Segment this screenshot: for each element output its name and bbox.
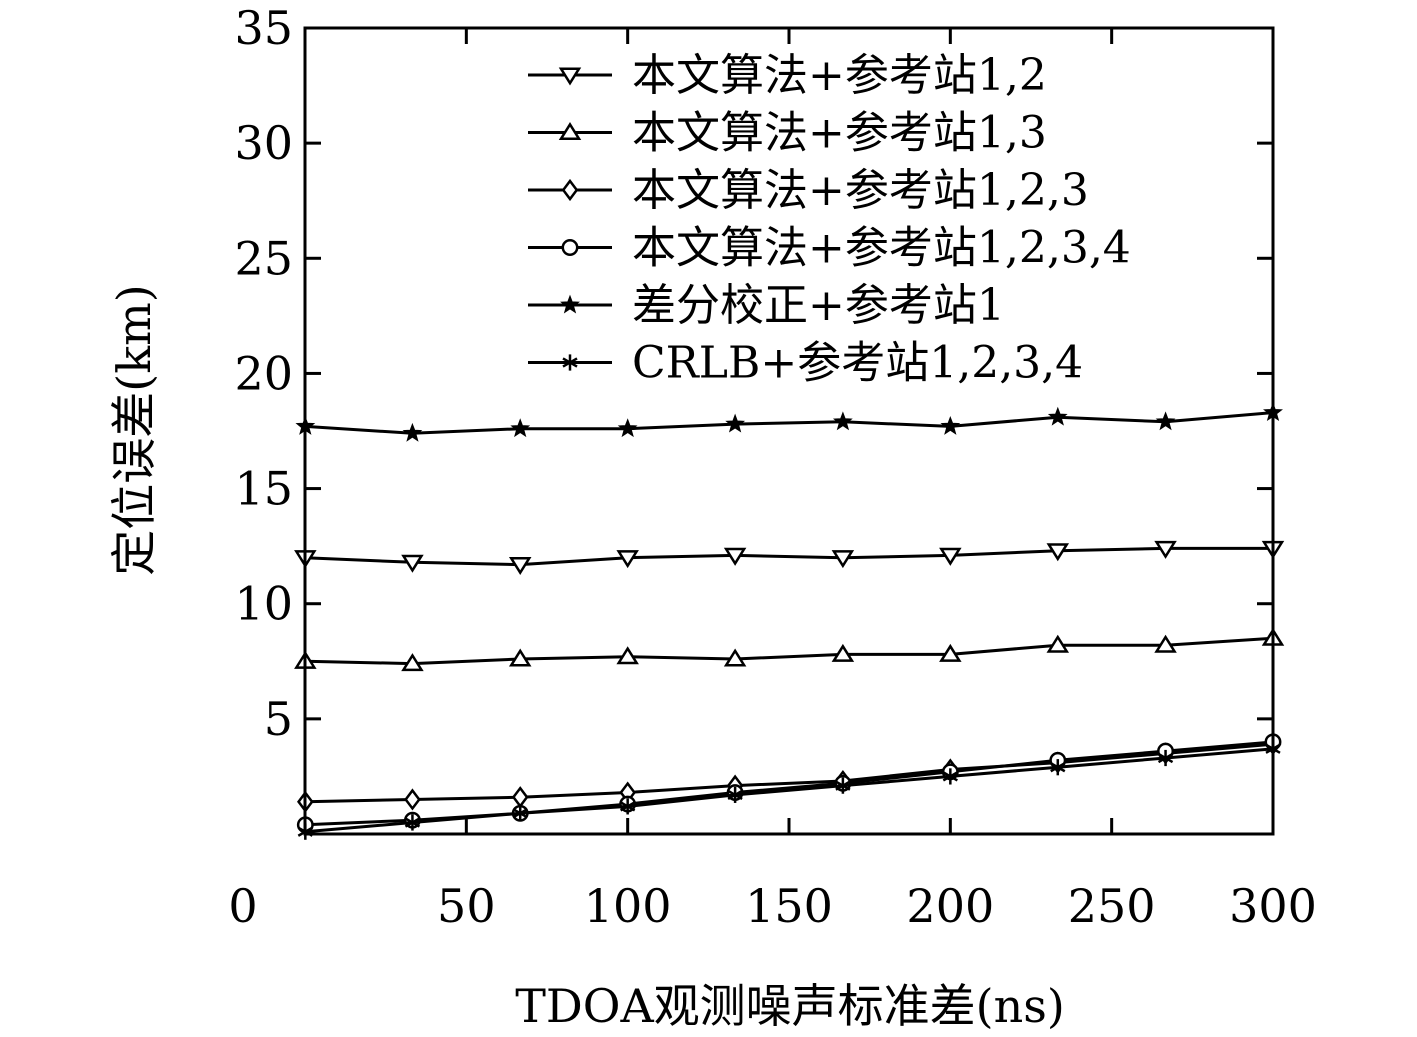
series-line (305, 548, 1273, 564)
y-tick-label: 25 (234, 231, 293, 285)
data-point (1157, 413, 1174, 429)
legend-marker (563, 181, 577, 199)
legend-entry: 本文算法+参考站1,3 (528, 108, 1047, 159)
data-point (834, 413, 851, 429)
data-point (513, 788, 527, 806)
legend-label: CRLB+参考站1,2,3,4 (632, 338, 1083, 389)
x-axis-label: TDOA观测噪声标准差(ns) (515, 979, 1065, 1033)
legend-label: 本文算法+参考站1,2,3,4 (632, 223, 1131, 274)
legend-entry: 本文算法+参考站1,2 (528, 50, 1047, 101)
x-tick-label: 300 (1229, 879, 1317, 933)
y-tick-label: 10 (234, 577, 293, 631)
data-point (406, 790, 420, 808)
data-point (942, 417, 959, 433)
legend-entry: 差分校正+参考站1 (528, 280, 1005, 331)
x-tick-label: 50 (437, 879, 496, 933)
legend-entry: CRLB+参考站1,2,3,4 (528, 338, 1083, 389)
legend-entry: 本文算法+参考站1,2,3,4 (528, 223, 1131, 274)
y-tick-label: 15 (234, 462, 293, 516)
series-line (305, 638, 1273, 663)
y-tick-label: 30 (234, 116, 293, 170)
y-axis-label: 定位误差(km) (107, 284, 161, 575)
x-tick-label: 100 (584, 879, 672, 933)
x-tick-label: 250 (1068, 879, 1156, 933)
series-3 (299, 735, 1280, 811)
legend-marker (561, 296, 578, 312)
legend-label: 本文算法+参考站1,2 (632, 50, 1047, 101)
series-5 (297, 404, 1282, 441)
series-2 (296, 630, 1282, 670)
x-tick-label: 150 (745, 879, 833, 933)
legend-marker (563, 240, 577, 254)
y-tick-label: 35 (234, 1, 293, 55)
data-point (727, 415, 744, 431)
data-point (1049, 408, 1066, 424)
series-line (305, 413, 1273, 434)
data-point (404, 424, 421, 440)
data-point (619, 420, 636, 436)
legend-entry: 本文算法+参考站1,2,3 (528, 165, 1089, 216)
data-point (512, 420, 529, 436)
x-tick-label: 200 (906, 879, 994, 933)
y-tick-label: 20 (234, 346, 293, 400)
legend-label: 差分校正+参考站1 (632, 280, 1005, 331)
legend-label: 本文算法+参考站1,3 (632, 108, 1047, 159)
legend: 本文算法+参考站1,2 本文算法+参考站1,3 本文算法+参考站1,2,3 本文算法+… (528, 50, 1131, 389)
x-tick-label: 0 (228, 879, 257, 933)
legend-label: 本文算法+参考站1,2,3 (632, 165, 1089, 216)
y-tick-label: 5 (264, 692, 293, 746)
chart-marks (296, 404, 1282, 840)
series-1 (296, 542, 1282, 573)
